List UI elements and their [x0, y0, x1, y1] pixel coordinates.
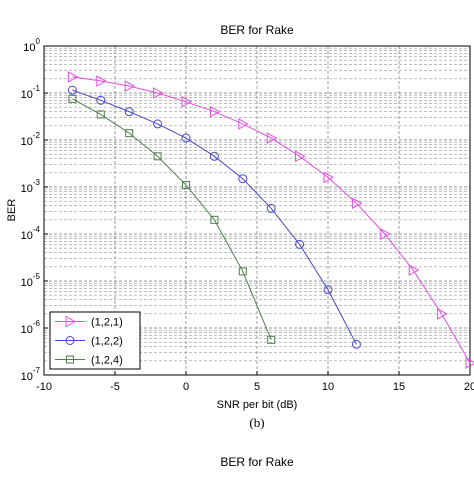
x-tick-label: -10	[36, 381, 52, 393]
marker	[209, 105, 221, 118]
marker	[210, 215, 219, 224]
marker	[125, 129, 134, 138]
marker	[65, 336, 75, 345]
marker	[295, 239, 305, 249]
x-tick-label: 0	[183, 381, 189, 393]
marker	[266, 132, 278, 144]
marker	[238, 118, 249, 130]
x-tick-label: 5	[254, 381, 260, 393]
y-tick-label: 10-7	[21, 366, 41, 383]
marker	[295, 150, 306, 163]
marker	[181, 133, 191, 143]
marker	[153, 119, 163, 129]
legend-label: (1,2,1)	[91, 316, 123, 328]
marker	[181, 95, 193, 108]
x-tick-label: -5	[110, 381, 120, 393]
x-tick-label: 15	[393, 381, 405, 393]
marker	[96, 75, 107, 87]
legend-label: (1,2,2)	[91, 335, 123, 347]
y-tick-label: 10-1	[21, 84, 41, 101]
marker	[238, 174, 248, 184]
caption: (b)	[249, 415, 264, 430]
x-axis-label: SNR per bit (dB)	[217, 399, 298, 411]
marker	[408, 264, 420, 277]
marker	[153, 152, 162, 161]
marker	[65, 315, 77, 328]
marker	[182, 181, 190, 190]
marker	[68, 94, 77, 103]
series-line	[72, 98, 272, 341]
marker	[351, 197, 363, 210]
marker	[124, 107, 134, 117]
y-tick-label: 100	[23, 37, 40, 54]
marker	[351, 339, 361, 349]
marker	[67, 71, 79, 83]
y-tick-label: 10-2	[21, 131, 41, 148]
y-tick-label: 10-3	[21, 178, 41, 195]
marker	[67, 85, 77, 95]
marker	[96, 110, 105, 119]
marker	[437, 308, 448, 320]
series-line	[72, 89, 357, 345]
next-chart-title: BER for Rake	[220, 455, 294, 469]
legend-label: (1,2,4)	[91, 354, 123, 366]
marker	[267, 335, 276, 344]
marker	[266, 203, 276, 213]
marker	[153, 87, 164, 99]
marker	[238, 267, 247, 276]
y-axis-label: BER	[6, 199, 18, 222]
plot-frame	[43, 45, 471, 376]
y-tick-label: 10-4	[21, 225, 41, 242]
marker	[96, 95, 106, 105]
y-tick-label: 10-6	[21, 319, 41, 336]
marker	[323, 285, 333, 295]
x-tick-label: 10	[322, 381, 334, 393]
marker	[66, 355, 74, 364]
y-tick-label: 10-5	[21, 272, 41, 289]
series-line	[72, 76, 471, 364]
marker	[380, 228, 391, 240]
chart-title: BER for Rake	[220, 23, 294, 37]
marker	[323, 171, 335, 184]
marker	[465, 357, 474, 369]
marker	[124, 80, 136, 92]
marker	[209, 151, 219, 161]
x-tick-label: 20	[464, 381, 474, 393]
